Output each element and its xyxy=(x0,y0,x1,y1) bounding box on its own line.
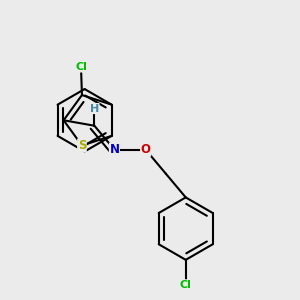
Text: S: S xyxy=(78,139,86,152)
Text: H: H xyxy=(90,103,99,113)
Text: Cl: Cl xyxy=(180,280,192,290)
Text: Cl: Cl xyxy=(75,62,87,72)
Text: O: O xyxy=(141,143,151,156)
Text: N: N xyxy=(110,143,119,156)
